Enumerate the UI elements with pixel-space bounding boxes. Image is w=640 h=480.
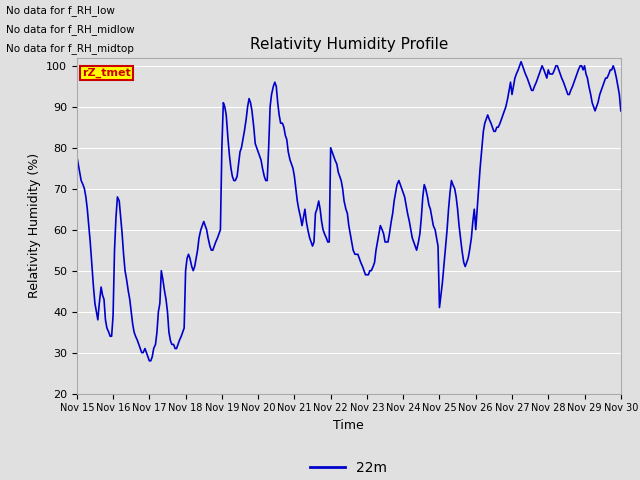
Text: rZ_tmet: rZ_tmet	[83, 68, 131, 78]
Text: No data for f_RH_midlow: No data for f_RH_midlow	[6, 24, 135, 35]
Title: Relativity Humidity Profile: Relativity Humidity Profile	[250, 37, 448, 52]
X-axis label: Time: Time	[333, 419, 364, 432]
Text: No data for f_RH_midtop: No data for f_RH_midtop	[6, 43, 134, 54]
Y-axis label: Relativity Humidity (%): Relativity Humidity (%)	[28, 153, 40, 298]
Text: No data for f_RH_low: No data for f_RH_low	[6, 5, 115, 16]
Legend: 22m: 22m	[305, 456, 393, 480]
